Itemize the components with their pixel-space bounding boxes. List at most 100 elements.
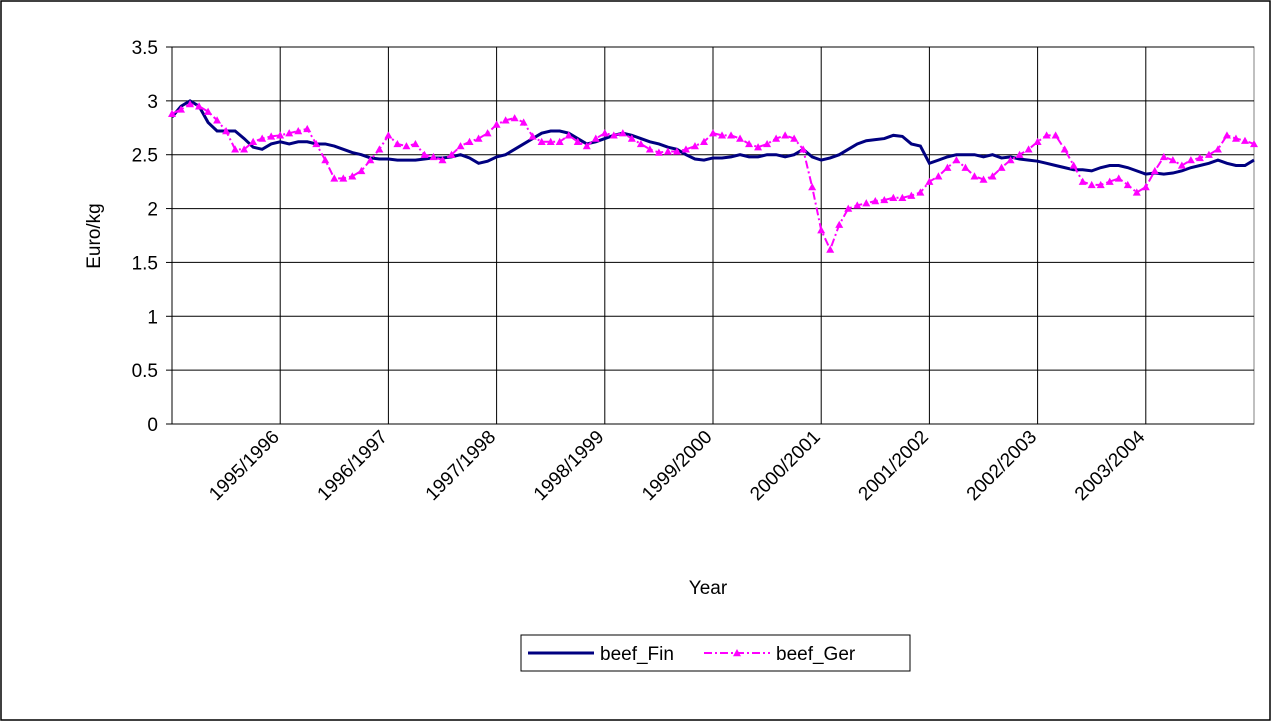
marker: [817, 226, 826, 234]
marker: [294, 127, 303, 135]
marker: [204, 107, 213, 115]
marker: [492, 120, 501, 128]
marker: [429, 152, 438, 161]
marker: [862, 199, 871, 207]
marker: [1250, 139, 1258, 148]
y-tick-label: 1: [147, 307, 158, 328]
marker: [1141, 183, 1150, 191]
marker: [907, 191, 916, 199]
marker: [1024, 145, 1033, 153]
marker: [681, 145, 690, 153]
marker: [573, 137, 582, 145]
marker: [799, 145, 808, 153]
marker: [177, 105, 186, 113]
marker: [186, 100, 195, 108]
marker: [781, 131, 790, 139]
marker: [1042, 131, 1051, 139]
marker: [330, 174, 339, 182]
marker: [718, 131, 727, 139]
marker: [690, 142, 699, 150]
marker: [880, 195, 889, 204]
marker: [709, 129, 717, 137]
marker: [321, 156, 330, 164]
marker: [213, 116, 222, 124]
marker: [636, 139, 645, 148]
y-tick-label: 1.5: [132, 253, 158, 274]
marker: [303, 124, 312, 133]
marker: [952, 156, 961, 164]
marker: [609, 131, 618, 139]
marker: [1240, 136, 1249, 144]
marker: [276, 131, 285, 139]
marker: [988, 172, 997, 180]
marker: [546, 137, 555, 145]
marker: [222, 127, 231, 135]
marker: [411, 139, 420, 148]
marker: [1006, 156, 1015, 164]
legend-label: beef_Ger: [776, 644, 856, 665]
marker: [970, 172, 979, 180]
marker: [537, 137, 546, 145]
marker: [1195, 153, 1204, 162]
marker: [871, 197, 880, 205]
marker: [1186, 156, 1195, 164]
marker: [582, 142, 591, 150]
marker: [1150, 166, 1159, 175]
marker: [519, 118, 528, 126]
marker: [339, 174, 348, 182]
marker: [979, 175, 988, 183]
marker: [844, 204, 853, 212]
marker: [790, 134, 799, 142]
marker: [168, 109, 176, 117]
marker: [1105, 177, 1114, 185]
marker: [357, 166, 366, 175]
marker: [285, 129, 294, 137]
marker: [258, 134, 267, 142]
marker: [483, 129, 492, 137]
marker: [1132, 188, 1141, 196]
marker: [997, 163, 1006, 171]
marker: [438, 156, 447, 164]
marker: [763, 139, 772, 148]
y-axis-title: Euro/kg: [84, 203, 105, 268]
y-tick-label: 2: [147, 200, 158, 221]
marker: [736, 134, 745, 142]
y-tick-label: 3: [147, 92, 158, 113]
marker: [1069, 161, 1078, 169]
marker: [745, 139, 754, 148]
marker: [727, 131, 736, 139]
marker: [1123, 180, 1132, 189]
y-tick-label: 0: [147, 415, 158, 436]
marker: [555, 137, 564, 145]
marker: [384, 131, 393, 139]
marker: [645, 145, 654, 153]
marker: [1015, 150, 1024, 158]
marker: [618, 129, 627, 137]
series-line: [170, 99, 1255, 176]
marker: [654, 148, 663, 156]
marker: [510, 114, 519, 122]
marker: [754, 143, 763, 151]
marker: [1159, 152, 1168, 161]
marker: [456, 142, 465, 150]
marker: [249, 137, 258, 145]
marker: [772, 134, 781, 142]
marker: [267, 132, 276, 140]
marker: [1051, 131, 1060, 139]
legend-label: beef_Fin: [600, 644, 674, 665]
marker: [393, 139, 402, 148]
marker: [375, 145, 384, 153]
marker: [402, 142, 411, 150]
marker: [600, 129, 609, 137]
marker: [699, 137, 708, 145]
marker: [889, 193, 898, 201]
marker: [591, 134, 600, 142]
marker: [627, 134, 636, 142]
marker: [231, 145, 240, 153]
marker: [1222, 131, 1231, 139]
marker: [672, 147, 681, 155]
marker: [447, 150, 456, 158]
marker: [1213, 145, 1222, 153]
marker: [501, 116, 510, 124]
marker: [420, 150, 429, 158]
